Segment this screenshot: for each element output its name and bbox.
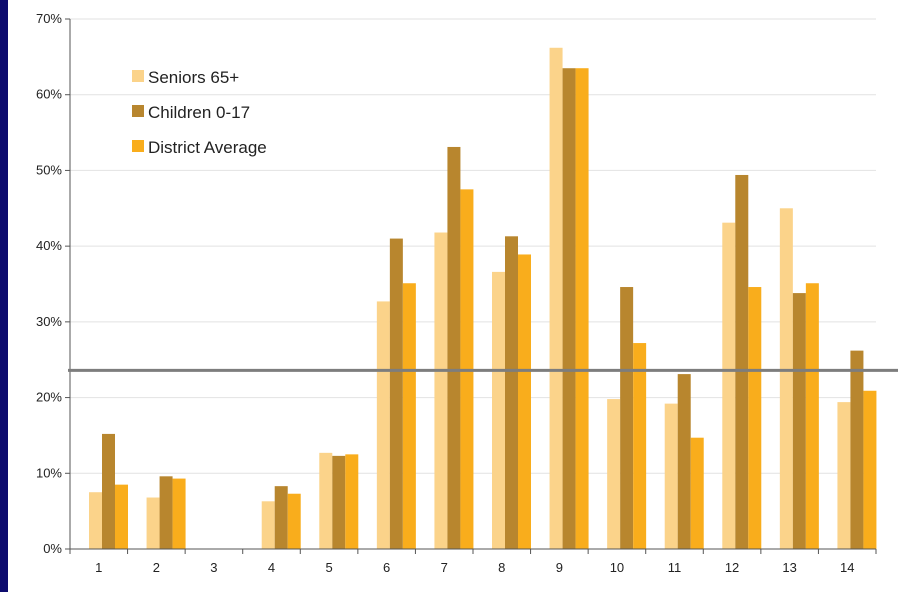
- legend-label: District Average: [148, 138, 267, 157]
- bar-seniors-65: [89, 492, 102, 549]
- y-tick-label: 30%: [36, 314, 62, 329]
- bar-seniors-65: [837, 402, 851, 549]
- bar-seniors-65: [664, 403, 678, 549]
- bar-children-0-17: [505, 236, 518, 550]
- x-tick-label: 13: [782, 560, 796, 575]
- bar-district-average: [690, 437, 704, 549]
- bar-children-0-17: [274, 486, 288, 549]
- y-tick-label: 20%: [36, 390, 62, 405]
- bar-seniors-65: [434, 232, 448, 549]
- bar-district-average: [287, 493, 301, 549]
- bar-children-0-17: [562, 68, 576, 549]
- bar-district-average: [345, 454, 359, 549]
- x-tick-label: 2: [153, 560, 160, 575]
- legend-label: Seniors 65+: [148, 68, 239, 87]
- x-tick-label: 11: [668, 560, 682, 575]
- bar-seniors-65: [319, 452, 333, 549]
- chart-panel: 0% 10% 20% 30% 40% 50% 60% 70% 1 2 3 4 5 6 7 8 9 10 11 12 13…: [8, 0, 898, 592]
- bar-seniors-65: [549, 47, 563, 550]
- bar-children-0-17: [735, 174, 749, 549]
- y-tick-label: 70%: [36, 11, 62, 26]
- x-tick-label: 5: [325, 560, 332, 575]
- x-tick-label: 9: [556, 560, 563, 575]
- x-tick-label: 14: [840, 560, 854, 575]
- bar-chart: 0%10%20%30%40%50%60%70%1 2 3 4 5 6 7 8 9 10 11 12 13…: [36, 11, 898, 575]
- x-tick-label: 7: [441, 560, 448, 575]
- legend-swatch: [132, 140, 144, 152]
- bar-seniors-65: [261, 501, 275, 549]
- x-tick-label: 3: [210, 560, 217, 575]
- x-tick-label: 1: [95, 560, 102, 575]
- x-tick-label: 10: [610, 560, 624, 575]
- bar-seniors-65: [779, 208, 793, 550]
- x-tick-label: 6: [383, 560, 390, 575]
- bar-seniors-65: [492, 271, 505, 549]
- bar-children-0-17: [332, 455, 346, 549]
- y-tick-label: 40%: [36, 238, 62, 253]
- bar-district-average: [863, 390, 877, 549]
- bar-district-average: [115, 484, 128, 549]
- bar-district-average: [633, 343, 647, 549]
- bar-children-0-17: [447, 146, 461, 549]
- x-tick-label: 4: [268, 560, 275, 575]
- legend-swatch: [132, 70, 144, 82]
- bar-seniors-65: [146, 497, 160, 549]
- y-tick-label: 50%: [36, 162, 62, 177]
- bar-seniors-65: [722, 222, 736, 549]
- y-tick-label: 60%: [36, 87, 62, 102]
- bar-children-0-17: [102, 433, 115, 549]
- y-tick-label: 0%: [43, 541, 62, 556]
- bar-children-0-17: [677, 374, 691, 549]
- bar-district-average: [172, 478, 186, 549]
- x-tick-label: 8: [498, 560, 505, 575]
- x-tick-label: 12: [725, 560, 739, 575]
- bar-seniors-65: [376, 301, 390, 549]
- legend: Seniors 65+ Children 0-17 District Average: [132, 68, 267, 157]
- bar-children-0-17: [850, 350, 864, 549]
- bar-children-0-17: [620, 287, 634, 549]
- bar-district-average: [402, 283, 416, 549]
- legend-label: Children 0-17: [148, 103, 250, 122]
- bar-seniors-65: [607, 399, 621, 549]
- bar-district-average: [575, 68, 589, 549]
- y-tick-label: 10%: [36, 465, 62, 480]
- bar-district-average: [805, 283, 819, 549]
- bar-children-0-17: [159, 476, 173, 549]
- legend-swatch: [132, 105, 144, 117]
- bars: [89, 47, 877, 550]
- bar-district-average: [748, 287, 762, 549]
- bar-children-0-17: [389, 238, 403, 550]
- bar-children-0-17: [792, 293, 806, 549]
- bar-district-average: [518, 254, 531, 549]
- axes: 0%10%20%30%40%50%60%70%1 2 3 4 5 6 7 8 9 10 11 12 13…: [36, 11, 877, 575]
